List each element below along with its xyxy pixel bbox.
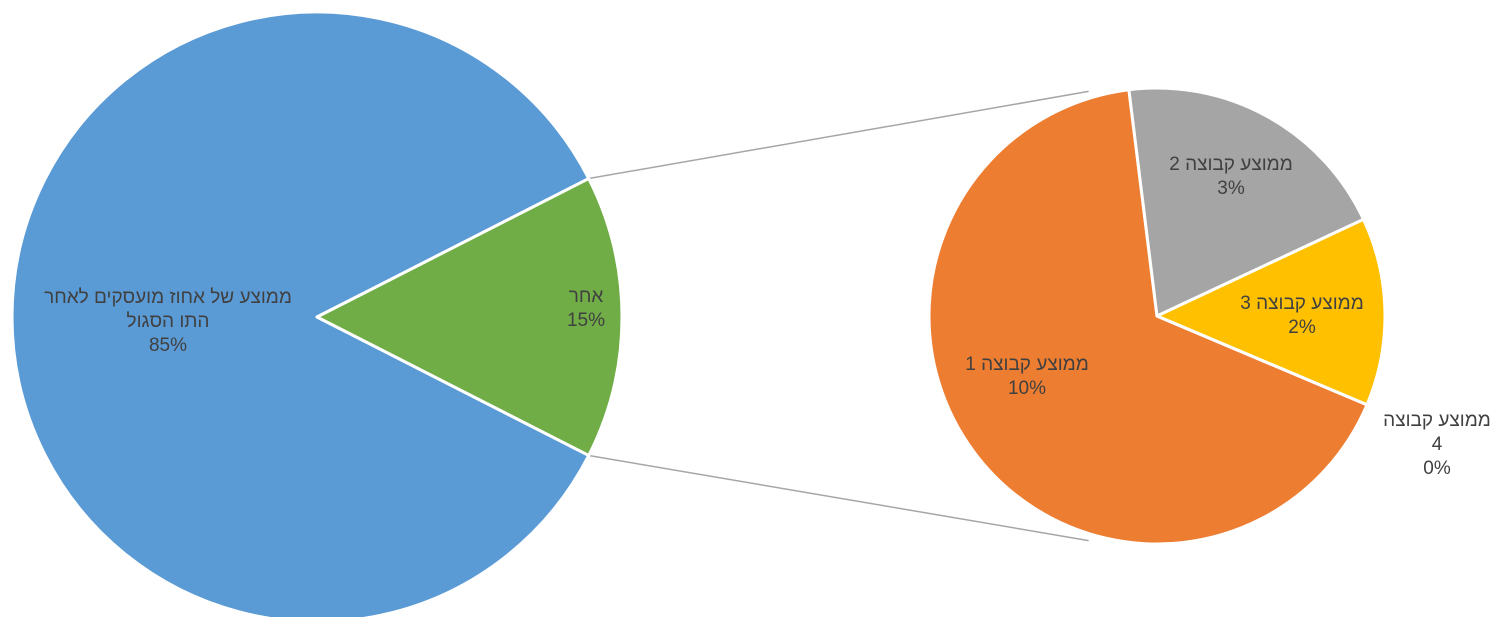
- data-labels: ממוצע של אחוז מועסקים לאחר התו הסגול 85% אח…: [44, 154, 1491, 479]
- main-pie-slice-1-value-label: 15%: [567, 310, 605, 331]
- connector-top: [588, 90, 1089, 180]
- main-pie-slice-0-name-label: התו הסגול: [127, 311, 210, 332]
- main-pie-slice-1: [315, 177, 624, 457]
- main-pie: [10, 10, 624, 617]
- secondary-pie-slice-3: [1156, 314, 1368, 407]
- secondary-pie-slice-0-value-label: 10%: [1008, 378, 1046, 399]
- secondary-pie-slice-3-name-label: 4: [1432, 434, 1443, 455]
- connector-bottom: [588, 454, 1089, 542]
- main-pie-slice-0-name-label: ממוצע של אחוז מועסקים לאחר: [44, 287, 292, 308]
- main-pie-slice-0: [10, 10, 591, 617]
- secondary-pie-slice-2: [1155, 217, 1387, 407]
- secondary-pie-slice-1-name-label: ממוצע קבוצה 2: [1169, 154, 1293, 175]
- secondary-pie-slice-1-value-label: 3%: [1217, 178, 1245, 199]
- connector-lines: [588, 90, 1089, 542]
- secondary-pie-slice-3-name-label: ממוצע קבוצה: [1383, 410, 1491, 431]
- secondary-pie-slice-1: [1127, 86, 1365, 318]
- secondary-pie-slice-0-name-label: ממוצע קבוצה 1: [965, 354, 1089, 375]
- secondary-pie: [927, 86, 1387, 546]
- main-pie-slice-0-value-label: 85%: [149, 335, 187, 356]
- secondary-pie-slice-3-value-label: 0%: [1423, 458, 1451, 479]
- secondary-pie-slice-2-value-label: 2%: [1288, 317, 1316, 338]
- main-pie-slice-1-name-label: אחר: [569, 286, 604, 307]
- secondary-pie-slice-0: [927, 88, 1369, 546]
- secondary-pie-slice-2-name-label: ממוצע קבוצה 3: [1240, 293, 1364, 314]
